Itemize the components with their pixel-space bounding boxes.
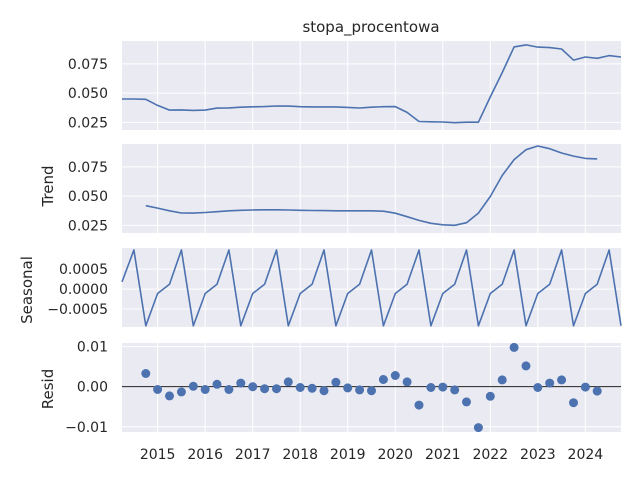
resid-point-25 (438, 382, 448, 392)
observed-ytick-label-0: 0.025 (68, 115, 108, 131)
trend-panel-content: 0.025 0.050 0.075 (68, 144, 621, 234)
trend-ytick-label-2: 0.075 (68, 160, 108, 176)
seasonal-ytick-label-0: −0.0005 (47, 302, 108, 318)
seasonal-axis-label: Seasonal (18, 256, 36, 324)
resid-point-15 (319, 386, 329, 396)
resid-point-3 (176, 387, 186, 397)
x-tick-label-3: 2018 (282, 447, 318, 463)
resid-point-33 (533, 383, 543, 392)
resid-point-17 (343, 383, 353, 393)
resid-point-29 (485, 391, 495, 401)
trend-series-line (145, 145, 598, 227)
resid-panel-content: −0.01 0.00 0.01 (65, 340, 621, 436)
resid-point-4 (188, 381, 198, 391)
resid-point-1 (153, 385, 163, 394)
resid-point-6 (212, 379, 222, 389)
resid-point-5 (200, 385, 210, 394)
resid-point-10 (260, 384, 270, 394)
resid-point-35 (557, 375, 567, 385)
observed-ytick-label-2: 0.075 (68, 57, 108, 73)
resid-point-26 (450, 385, 460, 395)
x-tick-label-9: 2024 (568, 447, 604, 463)
x-axis-tick-labels: 2015 2016 2017 2018 2019 2020 2021 2022 2023 2024 (140, 447, 603, 463)
resid-point-24 (426, 383, 436, 392)
resid-point-13 (295, 383, 305, 392)
resid-point-27 (462, 397, 471, 407)
x-tick-label-6: 2021 (425, 447, 461, 463)
resid-ytick-label-0: −0.01 (65, 420, 108, 436)
resid-point-20 (378, 375, 388, 384)
x-tick-label-7: 2022 (472, 447, 508, 463)
resid-point-7 (224, 385, 234, 394)
trend-axis-label: Trend (39, 165, 57, 207)
resid-point-32 (521, 361, 531, 371)
x-tick-label-8: 2023 (520, 447, 556, 463)
resid-point-12 (283, 377, 293, 387)
resid-point-30 (497, 375, 507, 385)
seasonal-ytick-label-1: 0.0000 (59, 282, 108, 298)
resid-panel: Resid −0.01 0.00 0.01 (39, 340, 621, 436)
resid-point-38 (592, 386, 602, 396)
resid-point-22 (402, 377, 412, 387)
trend-ytick-label-0: 0.025 (68, 218, 108, 234)
resid-point-16 (331, 377, 341, 387)
resid-ytick-label-1: 0.00 (77, 380, 108, 396)
x-tick-label-5: 2020 (377, 447, 413, 463)
trend-ytick-label-1: 0.050 (68, 189, 108, 205)
resid-point-31 (509, 342, 519, 352)
seasonal-panel-content: −0.0005 0.0000 0.0005 (47, 248, 622, 327)
x-tick-label-4: 2019 (330, 447, 366, 463)
chart-title: stopa_procentowa (302, 18, 439, 37)
observed-panel-content: 0.025 0.050 0.075 (68, 41, 622, 131)
x-tick-label-1: 2016 (187, 447, 223, 463)
resid-point-21 (390, 371, 400, 380)
observed-panel: 0.025 0.050 0.075 (68, 41, 622, 131)
resid-point-8 (236, 378, 246, 388)
seasonal-ytick-label-2: 0.0005 (59, 262, 108, 278)
resid-point-14 (307, 383, 317, 393)
observed-panel-background (122, 41, 621, 130)
resid-point-28 (473, 423, 483, 433)
observed-ytick-label-1: 0.050 (68, 86, 108, 102)
resid-point-0 (141, 369, 151, 378)
resid-point-2 (165, 391, 174, 401)
trend-panel-background (122, 144, 621, 233)
observed-series-line (122, 44, 622, 124)
resid-point-34 (545, 378, 555, 388)
seasonal-panel: Seasonal −0.0005 0.0000 0.0005 (18, 248, 622, 327)
resid-point-37 (580, 382, 590, 392)
resid-point-19 (367, 386, 376, 396)
trend-panel: Trend 0.025 0.050 0.075 (39, 144, 621, 234)
resid-point-18 (355, 385, 365, 395)
resid-point-23 (414, 400, 424, 410)
resid-ytick-label-2: 0.01 (77, 340, 108, 356)
resid-point-11 (272, 384, 281, 394)
x-tick-label-2: 2017 (235, 447, 271, 463)
x-tick-label-0: 2015 (140, 447, 176, 463)
resid-point-36 (569, 398, 578, 408)
resid-axis-label: Resid (39, 369, 57, 409)
resid-point-9 (248, 382, 258, 392)
seasonal-series-line (121, 249, 622, 327)
